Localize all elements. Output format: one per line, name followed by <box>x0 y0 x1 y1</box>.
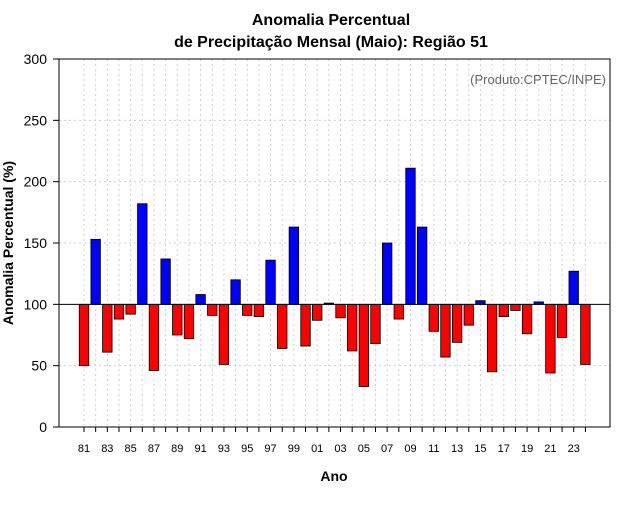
bar-16 <box>486 303 498 373</box>
bar-00 <box>300 303 311 347</box>
bar-85 <box>125 303 136 315</box>
bar-88 <box>160 258 171 305</box>
bar-97 <box>265 259 276 305</box>
chart-title-line2: de Precipitação Mensal (Maio): Região 51 <box>174 34 488 51</box>
bar-98 <box>277 303 288 349</box>
bar-86 <box>137 203 148 305</box>
x-tick-label: 97 <box>264 443 276 455</box>
x-tick-label: 11 <box>428 443 439 455</box>
y-axis: 0 50 100 150 200 250 300 <box>24 51 59 435</box>
bar-93 <box>218 303 230 365</box>
x-tick-label: 09 <box>404 443 416 455</box>
y-tick-label: 100 <box>24 296 48 312</box>
chart-title-line1: Anomalia Percentual <box>252 12 410 29</box>
bar-99 <box>288 226 300 305</box>
bar-95 <box>242 303 253 316</box>
x-tick-label: 17 <box>498 443 510 455</box>
x-tick-label: 91 <box>194 443 206 455</box>
x-tick-label: 81 <box>78 443 90 455</box>
bar-03 <box>335 303 346 319</box>
bar-08 <box>393 303 404 320</box>
bar-23 <box>568 270 579 305</box>
bar-87 <box>148 303 160 371</box>
bar-05 <box>358 303 369 387</box>
x-tick-label: 15 <box>474 443 486 455</box>
bar-89 <box>172 303 183 336</box>
bar-10 <box>416 226 428 305</box>
x-tick-label: 23 <box>568 443 580 455</box>
bar-12 <box>440 303 451 358</box>
bar-19 <box>521 303 533 335</box>
bar-04 <box>347 303 358 352</box>
y-tick-label: 200 <box>24 174 48 190</box>
y-tick-label: 50 <box>31 358 47 374</box>
bar-82 <box>90 238 101 305</box>
x-tick-label: 13 <box>451 443 463 455</box>
x-tick-label: 05 <box>358 443 370 455</box>
bar-07 <box>382 242 393 305</box>
bar-01 <box>312 303 323 321</box>
y-tick-label: 150 <box>24 235 48 251</box>
x-tick-label: 19 <box>521 443 533 455</box>
bar-15 <box>475 300 486 305</box>
bar-83 <box>102 303 113 353</box>
y-axis-label: Anomalia Percentual (%) <box>0 161 16 325</box>
bar-90 <box>183 303 195 340</box>
bar-06 <box>370 303 381 344</box>
bar-11 <box>428 303 439 332</box>
y-tick-label: 300 <box>24 51 48 67</box>
x-tick-label: 03 <box>334 443 346 455</box>
x-tick-label: 93 <box>218 443 230 455</box>
x-tick-label: 83 <box>101 443 113 455</box>
bar-09 <box>405 167 416 305</box>
bar-96 <box>253 303 265 318</box>
bar-94 <box>230 279 241 305</box>
x-tick-label: 85 <box>125 443 137 455</box>
x-tick-label: 21 <box>544 443 556 455</box>
bar-22 <box>556 303 568 338</box>
x-axis: 81 83 85 87 89 91 93 95 97 99 01 03 05 07 09 11 13 15 17 19… <box>78 427 586 455</box>
bar-92 <box>207 303 218 316</box>
bar-21 <box>545 303 556 374</box>
x-tick-label: 07 <box>381 443 393 455</box>
grid-lines <box>59 59 610 427</box>
x-tick-label: 99 <box>288 443 300 455</box>
watermark-text: (Produto:CPTEC/INPE) <box>470 72 606 87</box>
x-tick-label: 87 <box>148 443 160 455</box>
bar-81 <box>78 303 90 367</box>
bars-group <box>78 167 591 387</box>
bar-24 <box>580 303 591 365</box>
y-tick-label: 250 <box>24 112 48 128</box>
bar-91 <box>195 294 206 305</box>
bar-17 <box>498 303 509 318</box>
bar-84 <box>113 303 125 320</box>
x-tick-label: 01 <box>311 443 323 455</box>
x-tick-label: 95 <box>241 443 253 455</box>
x-axis-label: Ano <box>320 468 347 484</box>
bar-14 <box>463 303 474 326</box>
bar-13 <box>451 303 463 343</box>
bar-18 <box>510 303 521 311</box>
y-tick-label: 0 <box>39 419 47 435</box>
x-tick-label: 89 <box>171 443 183 455</box>
